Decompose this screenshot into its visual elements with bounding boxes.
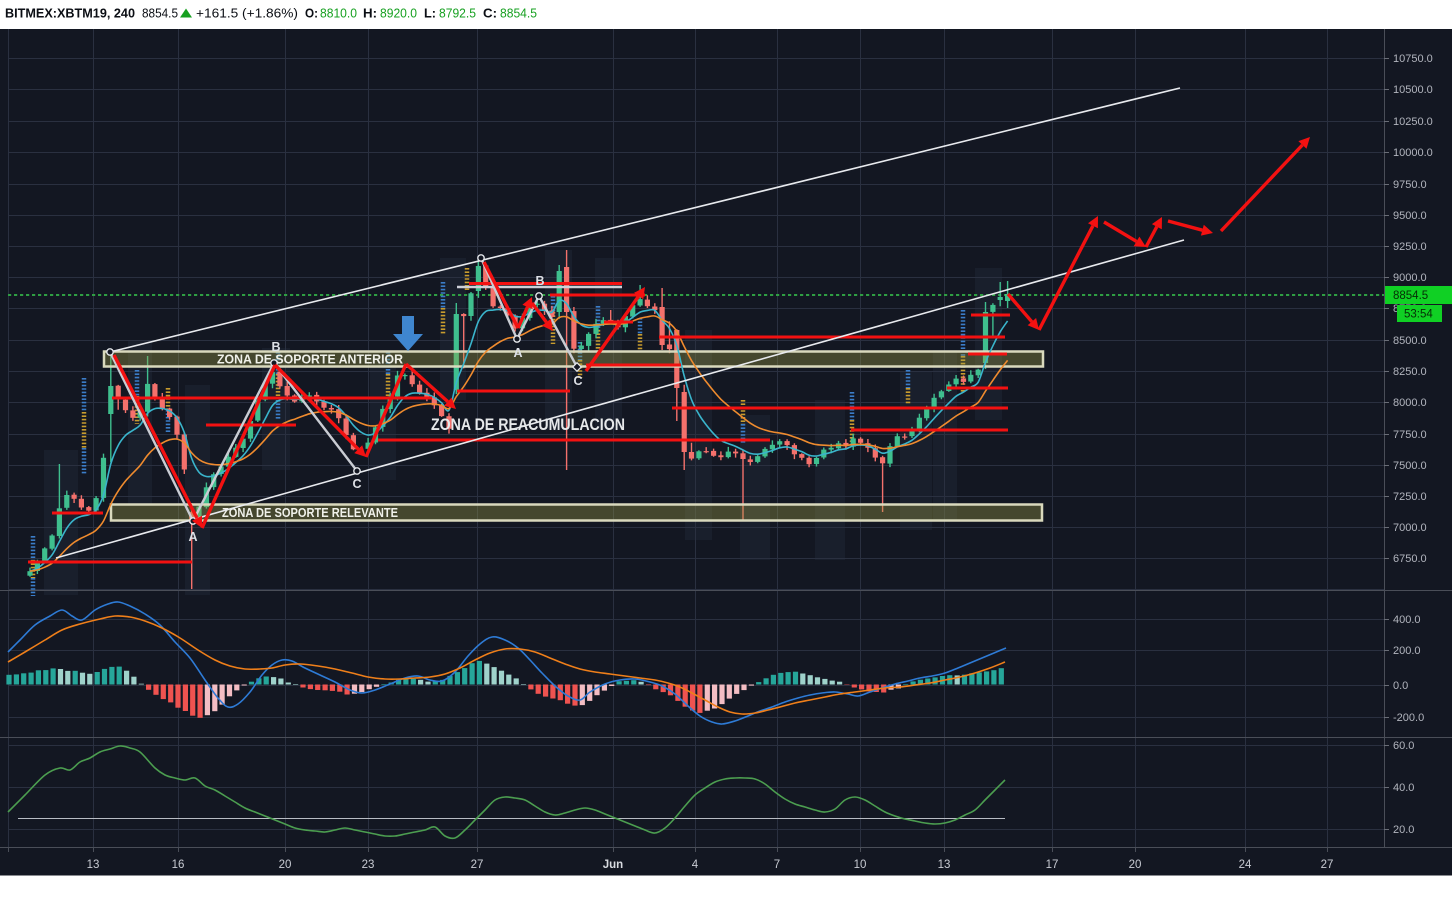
svg-text:8854.5: 8854.5: [1393, 290, 1428, 302]
svg-text:+161.5 (+1.86%): +161.5 (+1.86%): [196, 6, 298, 21]
svg-text:8854.5: 8854.5: [142, 6, 178, 21]
svg-text:27: 27: [471, 859, 484, 871]
svg-text:13: 13: [87, 859, 100, 871]
svg-text:10: 10: [854, 859, 867, 871]
svg-text:23: 23: [362, 859, 375, 871]
svg-text:7: 7: [774, 859, 780, 871]
svg-text:10750.0: 10750.0: [1393, 53, 1433, 65]
svg-text:200.0: 200.0: [1393, 645, 1421, 657]
svg-text:10000.0: 10000.0: [1393, 147, 1433, 159]
svg-text:17: 17: [1046, 859, 1059, 871]
svg-text:4: 4: [692, 859, 699, 871]
svg-text:A: A: [513, 346, 522, 360]
svg-text:6750.0: 6750.0: [1393, 553, 1427, 565]
svg-text:0.0: 0.0: [1393, 680, 1408, 692]
svg-text:BITMEX:XBTM19, 240: BITMEX:XBTM19, 240: [5, 6, 135, 21]
svg-text:24: 24: [1239, 859, 1252, 871]
svg-text:53:54: 53:54: [1404, 309, 1433, 321]
svg-text:9500.0: 9500.0: [1393, 210, 1427, 222]
svg-text:20: 20: [279, 859, 292, 871]
svg-text:B: B: [271, 340, 280, 354]
svg-text:8792.5: 8792.5: [439, 6, 476, 21]
svg-text:9750.0: 9750.0: [1393, 179, 1427, 191]
svg-text:27: 27: [1321, 859, 1334, 871]
svg-text:7750.0: 7750.0: [1393, 429, 1427, 441]
svg-text:13: 13: [938, 859, 951, 871]
svg-text:O:: O:: [305, 6, 318, 21]
svg-text:20.0: 20.0: [1393, 824, 1414, 836]
svg-text:C: C: [352, 477, 361, 491]
svg-text:C:: C:: [483, 6, 497, 21]
svg-text:8250.0: 8250.0: [1393, 366, 1427, 378]
svg-text:60.0: 60.0: [1393, 740, 1414, 752]
svg-text:7500.0: 7500.0: [1393, 460, 1427, 472]
svg-text:L:: L:: [424, 6, 436, 21]
svg-text:10500.0: 10500.0: [1393, 84, 1433, 96]
svg-text:8500.0: 8500.0: [1393, 335, 1427, 347]
svg-text:ZONA DE REACUMULACION: ZONA DE REACUMULACION: [431, 415, 625, 434]
svg-text:20: 20: [1129, 859, 1142, 871]
svg-text:ZONA DE SOPORTE ANTERIOR: ZONA DE SOPORTE ANTERIOR: [217, 352, 404, 367]
svg-text:10250.0: 10250.0: [1393, 116, 1433, 128]
svg-text:7250.0: 7250.0: [1393, 491, 1427, 503]
svg-text:9000.0: 9000.0: [1393, 272, 1427, 284]
svg-text:7000.0: 7000.0: [1393, 522, 1427, 534]
svg-text:40.0: 40.0: [1393, 782, 1414, 794]
svg-text:B: B: [535, 274, 544, 288]
svg-text:400.0: 400.0: [1393, 614, 1421, 626]
svg-text:8854.5: 8854.5: [500, 6, 537, 21]
svg-text:8000.0: 8000.0: [1393, 397, 1427, 409]
svg-text:8810.0: 8810.0: [320, 6, 357, 21]
svg-text:9250.0: 9250.0: [1393, 241, 1427, 253]
svg-text:H:: H:: [363, 6, 377, 21]
svg-text:C: C: [573, 374, 582, 388]
svg-text:8920.0: 8920.0: [380, 6, 417, 21]
svg-text:16: 16: [172, 859, 185, 871]
svg-text:-200.0: -200.0: [1393, 712, 1424, 724]
svg-text:Jun: Jun: [603, 859, 623, 871]
svg-text:A: A: [188, 530, 197, 544]
svg-text:ZONA DE SOPORTE RELEVANTE: ZONA DE SOPORTE RELEVANTE: [222, 505, 398, 520]
